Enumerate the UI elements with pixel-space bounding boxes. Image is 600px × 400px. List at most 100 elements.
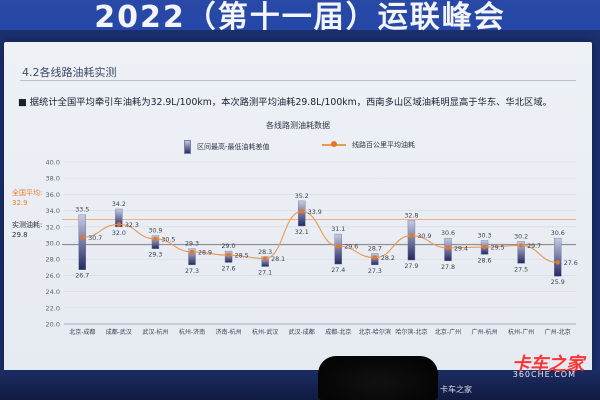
x-tick-label: 武汉-杭州: [142, 328, 168, 336]
fuel-consumption-chart: 20.0 22.0 24.0 26.0 28.0 30.0 32.0 34.0 36.0 38.0…: [46, 159, 578, 337]
average-point: [445, 245, 451, 251]
range-bars: 33.5 26.7 34.2 32.0 30.9 29.3 29.3 27.3 29.0 27.6…: [75, 193, 564, 286]
event-banner: 2022（第十一届）运联峰会: [0, 0, 600, 35]
x-tick-label: 广州-北京: [545, 328, 571, 336]
x-tick-label: 杭州-武汉: [252, 328, 278, 336]
y-tick-label: 32.0: [46, 223, 60, 231]
bar-high-label: 31.1: [331, 226, 345, 233]
legend-item-average: 线路百公里平均油耗: [322, 140, 415, 150]
presentation-slide: 4.2各线路油耗实测 ■ 据统计全国平均牵引车油耗为32.9L/100km，本次…: [4, 42, 592, 378]
average-point: [409, 233, 414, 238]
bar-high-label: 30.2: [514, 233, 528, 240]
bar-low-label: 27.1: [258, 269, 272, 276]
bar-high-label: 30.6: [441, 230, 455, 237]
x-tick-label: 北京-广州: [435, 328, 461, 336]
y-tick-label: 28.0: [46, 256, 60, 264]
summary-text: ■ 据统计全国平均牵引车油耗为32.9L/100km，本次路测平均油耗29.8L…: [18, 97, 552, 108]
footer-source: 卡车之家: [440, 385, 472, 394]
bar-high-label: 30.6: [551, 230, 565, 237]
y-tick-label: 38.0: [46, 175, 60, 183]
watermark-logo: 卡车之家: [512, 354, 584, 375]
x-tick-label: 杭州-广州: [508, 328, 534, 336]
y-tick-label: 34.0: [46, 207, 60, 215]
chart-title: 各线路测油耗数据: [266, 121, 330, 130]
range-bar: [334, 233, 342, 265]
ref-label-measured: 实测油耗: 29.8: [12, 220, 42, 240]
range-bar: [115, 208, 123, 227]
average-label: 29.4: [454, 245, 468, 252]
summary-sentence: 据统计全国平均牵引车油耗为32.9L/100km，本次路测平均油耗29.8L/1…: [29, 97, 552, 108]
y-tick-label: 30.0: [46, 240, 60, 248]
average-point: [555, 260, 560, 265]
average-label: 30.9: [417, 233, 431, 240]
x-tick-label: 北京-成都: [69, 328, 95, 336]
average-point: [482, 244, 487, 250]
bar-low-label: 32.1: [295, 229, 309, 236]
bar-low-label: 29.3: [148, 252, 162, 259]
range-bar: [554, 237, 562, 277]
ref-label-measured-text: 实测油耗:: [12, 221, 43, 229]
legend-label-range: 区间最高-最低油耗差值: [197, 143, 270, 151]
camera-silhouette: [318, 356, 438, 400]
range-bar: [78, 214, 86, 270]
bar-high-label: 28.7: [368, 246, 382, 253]
bar-low-label: 27.8: [441, 264, 455, 271]
legend-swatch-bar: [184, 140, 191, 154]
y-tick-label: 40.0: [46, 159, 60, 167]
chart-legend: 区间最高-最低油耗差值 线路百公里平均油耗: [4, 140, 592, 154]
x-axis-tick-labels: 北京-成都 成都-武汉 武汉-杭州 杭州-济南 济南-杭州 杭州-武汉 武汉-成都 成都-北京…: [69, 328, 571, 336]
section-title: 4.2各线路油耗实测: [22, 66, 117, 79]
average-label: 32.3: [125, 222, 139, 229]
bar-high-label: 30.9: [148, 228, 162, 235]
y-tick-label: 36.0: [46, 191, 60, 199]
x-tick-label: 广州-杭州: [471, 328, 497, 336]
bar-low-label: 26.7: [75, 273, 89, 280]
legend-label-average: 线路百公里平均油耗: [352, 141, 415, 149]
range-bar: [407, 220, 416, 261]
range-bar: [517, 241, 525, 264]
average-point: [518, 243, 524, 248]
legend-item-range: 区间最高-最低油耗差值: [184, 140, 270, 154]
y-axis-tick-labels: 20.0 22.0 24.0 26.0 28.0 30.0 32.0 34.0 36.0 38.0…: [46, 159, 60, 329]
bar-low-label: 32.0: [112, 230, 126, 237]
average-label: 28.9: [198, 249, 212, 256]
x-tick-label: 北京-哈尔滨: [359, 328, 391, 336]
bar-high-label: 29.0: [222, 243, 236, 250]
bar-high-label: 33.5: [75, 207, 89, 214]
x-tick-label: 武汉-成都: [289, 328, 315, 336]
bar-low-label: 27.5: [514, 266, 528, 273]
bar-low-label: 27.3: [368, 268, 382, 275]
average-point: [226, 252, 231, 258]
average-point: [153, 236, 158, 242]
y-tick-label: 22.0: [46, 304, 60, 312]
average-label: 29.7: [527, 243, 541, 250]
average-point: [299, 209, 304, 214]
x-tick-label: 济南-杭州: [215, 328, 241, 336]
reference-lines: [62, 219, 576, 246]
average-point: [336, 244, 341, 249]
bar-low-label: 27.9: [404, 263, 418, 270]
average-point: [80, 235, 85, 240]
average-label: 30.5: [161, 236, 175, 243]
range-bar: [188, 248, 196, 266]
x-tick-label: 成都-武汉: [106, 328, 132, 336]
y-tick-label: 24.0: [46, 288, 60, 296]
x-tick-label: 哈尔滨-北京: [395, 328, 427, 336]
ref-label-national: 全国平均: 32.9: [12, 188, 42, 208]
bar-low-label: 27.3: [185, 268, 199, 275]
ref-label-national-text: 全国平均:: [12, 189, 43, 197]
x-tick-label: 杭州-济南: [179, 328, 205, 336]
average-label: 27.6: [564, 260, 578, 267]
average-label: 29.5: [491, 245, 505, 252]
average-point: [262, 256, 268, 261]
average-label: 29.6: [344, 244, 358, 251]
x-tick-label: 成都-北京: [325, 328, 351, 336]
average-point: [189, 249, 195, 255]
ref-label-measured-value: 29.8: [12, 231, 28, 239]
average-label: 28.5: [235, 253, 249, 260]
y-tick-label: 20.0: [46, 321, 60, 329]
bar-low-label: 25.9: [551, 279, 565, 286]
average-label: 33.9: [308, 209, 322, 216]
y-tick-label: 26.0: [46, 272, 60, 280]
bar-low-label: 27.4: [331, 267, 345, 274]
